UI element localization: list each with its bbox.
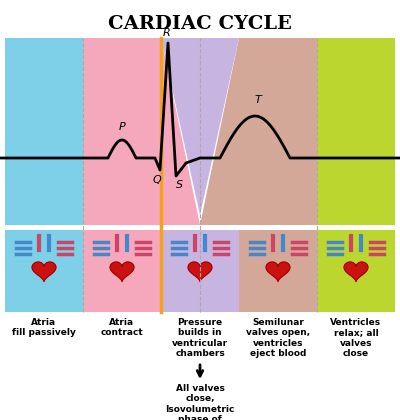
Text: Ventricles
relax; all
valves
close: Ventricles relax; all valves close [330,318,382,358]
Bar [83,230,161,312]
Polygon shape [110,262,134,281]
Polygon shape [266,262,290,281]
Bar [161,230,239,312]
Text: Atria
fill passively: Atria fill passively [12,318,76,337]
Polygon shape [200,38,317,225]
Text: P: P [119,122,125,132]
Bar [5,230,83,312]
Text: Semilunar
valves open,
ventricles
eject blood: Semilunar valves open, ventricles eject … [246,318,310,358]
Bar [317,230,395,312]
Text: All valves
close,
Isovolumetric
phase of
contraction: All valves close, Isovolumetric phase of… [165,384,235,420]
Polygon shape [83,38,200,225]
Text: R: R [163,28,171,38]
Bar [239,230,317,312]
Polygon shape [32,262,56,281]
Polygon shape [188,262,212,281]
Polygon shape [317,38,395,225]
Text: T: T [255,95,261,105]
Polygon shape [5,38,83,225]
Text: CARDIAC CYCLE: CARDIAC CYCLE [108,15,292,33]
Text: S: S [176,180,184,190]
Text: Q: Q [153,175,161,185]
Text: Pressure
builds in
ventricular
chambers: Pressure builds in ventricular chambers [172,318,228,358]
Text: Atria
contract: Atria contract [101,318,143,337]
Polygon shape [161,38,239,215]
Polygon shape [344,262,368,281]
